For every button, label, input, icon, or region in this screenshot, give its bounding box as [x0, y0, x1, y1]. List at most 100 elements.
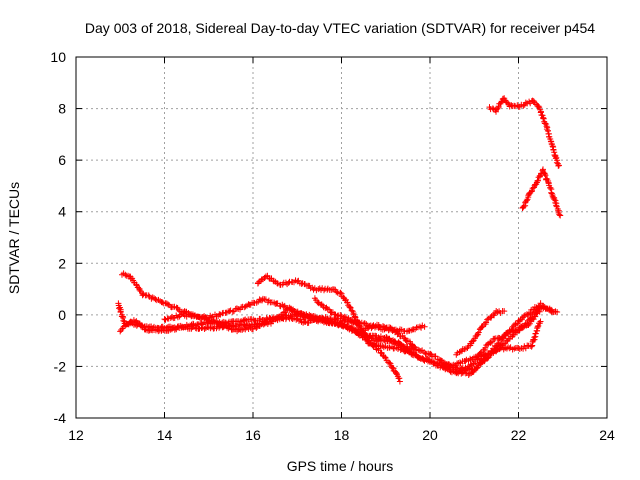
data-point [391, 338, 398, 345]
x-tick-label: 24 [599, 427, 615, 443]
data-point [386, 324, 393, 331]
data-series [254, 272, 561, 378]
data-series [519, 166, 564, 219]
data-point [285, 279, 292, 286]
data-point [396, 378, 403, 385]
data-point [528, 343, 535, 350]
data-point [229, 308, 236, 315]
data-point [417, 355, 424, 362]
data-point [354, 321, 361, 328]
data-point [337, 289, 344, 296]
data-point [523, 197, 530, 204]
data-point [278, 312, 284, 319]
data-point [475, 329, 482, 336]
data-point [411, 343, 418, 350]
data-point [458, 365, 465, 372]
data-point [482, 345, 489, 351]
data-point [315, 286, 322, 293]
grid [76, 57, 607, 418]
data-point [535, 307, 542, 314]
data-point [498, 334, 505, 341]
y-tick-label: 4 [58, 204, 66, 220]
data-series [439, 307, 543, 370]
data-point [120, 317, 127, 324]
y-tick-label: 6 [58, 152, 66, 168]
data-point [541, 171, 548, 177]
data-point [382, 355, 389, 361]
data-point [136, 286, 143, 293]
data-point [380, 323, 386, 330]
data-point [381, 337, 388, 344]
data-point [522, 99, 529, 106]
data-point [487, 339, 494, 346]
data-point [493, 108, 499, 115]
data-point [118, 327, 125, 333]
data-point [557, 212, 564, 219]
data-point [532, 330, 539, 337]
data-point [412, 344, 419, 351]
data-point [177, 311, 184, 318]
y-tick-label: 2 [58, 255, 66, 271]
data-point [483, 319, 490, 326]
data-point [342, 296, 349, 303]
data-point [285, 314, 292, 321]
data-point [403, 328, 410, 335]
data-point [537, 318, 544, 325]
data-point [526, 191, 532, 198]
x-axis-label: GPS time / hours [287, 458, 394, 474]
x-tick-label: 12 [68, 427, 84, 443]
data-point [386, 359, 393, 366]
x-tick-label: 16 [245, 427, 261, 443]
y-tick-label: 0 [58, 307, 66, 323]
data-point [530, 98, 537, 105]
data-point [169, 313, 175, 320]
data-series [486, 95, 562, 169]
data-point [556, 211, 563, 218]
data-point [159, 299, 166, 306]
data-point [547, 184, 554, 191]
data-point [291, 308, 298, 314]
data-layer [115, 95, 564, 385]
data-point [536, 308, 543, 315]
data-point [532, 313, 539, 320]
y-tick-label: -2 [54, 358, 67, 374]
data-point [387, 360, 394, 367]
chart-title: Day 003 of 2018, Sidereal Day-to-day VTE… [85, 20, 595, 36]
data-point [326, 306, 333, 313]
data-point [421, 323, 428, 330]
data-point [217, 321, 224, 327]
data-point [122, 271, 129, 278]
data-point [395, 339, 402, 346]
x-tick-label: 20 [422, 427, 438, 443]
data-point [556, 162, 562, 169]
data-point [337, 312, 344, 318]
data-point [501, 308, 508, 315]
data-point [527, 309, 534, 316]
data-point [534, 323, 541, 330]
data-point [495, 340, 502, 347]
x-tick-label: 18 [334, 427, 350, 443]
data-point [288, 307, 295, 314]
data-point [357, 326, 364, 333]
data-point [396, 375, 403, 382]
data-point [152, 296, 159, 303]
data-point [233, 305, 240, 312]
data-point [477, 349, 484, 356]
data-point [414, 353, 421, 360]
data-point [504, 100, 511, 106]
data-point [341, 313, 348, 320]
data-point [535, 177, 541, 184]
data-series [453, 308, 508, 358]
data-point [280, 303, 287, 310]
y-tick-label: 10 [50, 49, 66, 65]
data-point [542, 172, 549, 179]
data-point [535, 103, 542, 110]
data-series [311, 295, 419, 351]
data-point [540, 115, 547, 122]
data-point [456, 349, 463, 356]
data-point [205, 317, 212, 324]
data-point [526, 310, 532, 317]
data-point [526, 320, 533, 327]
